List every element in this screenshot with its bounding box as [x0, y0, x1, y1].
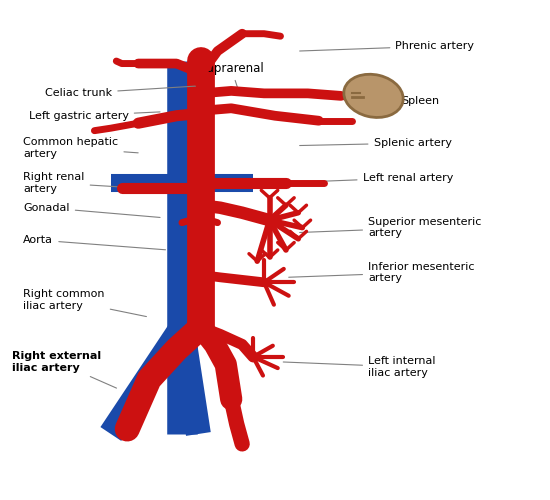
Ellipse shape: [344, 74, 403, 118]
Text: Suprarenal: Suprarenal: [199, 62, 263, 90]
Text: Splenic artery: Splenic artery: [300, 138, 452, 148]
Text: Left internal
iliac artery: Left internal iliac artery: [283, 356, 436, 378]
Text: Right external
iliac artery: Right external iliac artery: [12, 351, 117, 388]
Text: Phrenic artery: Phrenic artery: [300, 41, 475, 51]
Text: Left gastric artery: Left gastric artery: [29, 111, 160, 120]
Text: Aorta: Aorta: [23, 235, 166, 250]
Text: Right renal
artery: Right renal artery: [23, 172, 133, 194]
Text: Common hepatic
artery: Common hepatic artery: [23, 138, 138, 159]
Text: Superior mesenteric
artery: Superior mesenteric artery: [300, 217, 481, 238]
Text: Celiac trunk: Celiac trunk: [45, 86, 196, 99]
Text: Inferior mesenteric
artery: Inferior mesenteric artery: [289, 262, 475, 283]
Text: Right common
iliac artery: Right common iliac artery: [23, 289, 146, 316]
Text: Left renal artery: Left renal artery: [283, 173, 453, 183]
Text: Gonadal: Gonadal: [23, 202, 160, 218]
Text: Spleen: Spleen: [354, 96, 439, 106]
